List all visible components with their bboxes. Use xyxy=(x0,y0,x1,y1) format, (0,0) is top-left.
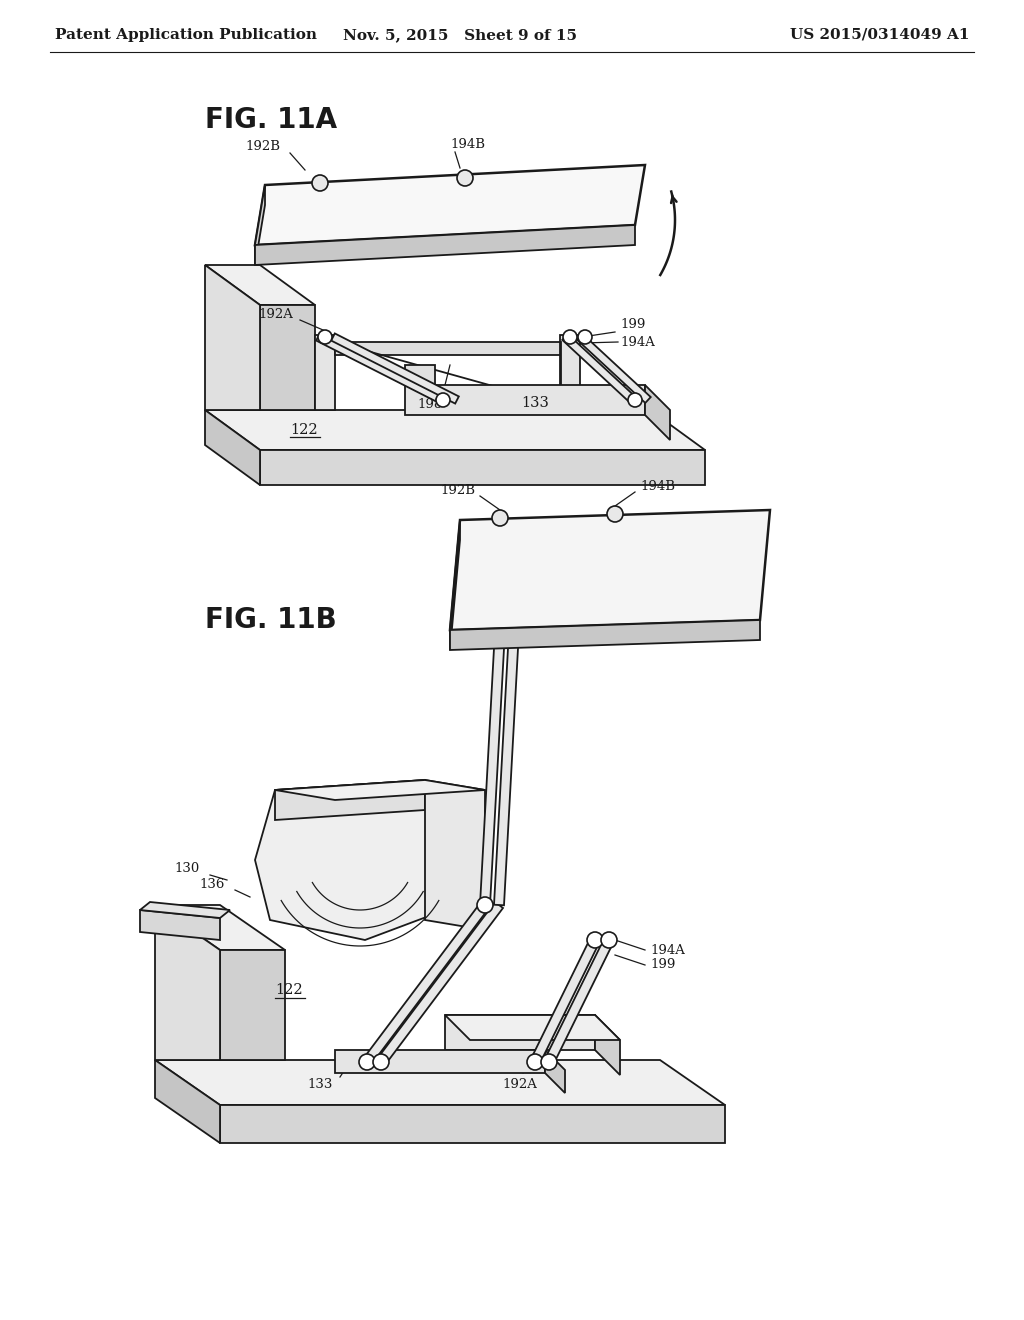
Text: 136: 136 xyxy=(200,879,225,891)
Polygon shape xyxy=(140,902,230,917)
Polygon shape xyxy=(450,520,460,649)
Text: 133: 133 xyxy=(307,1078,333,1092)
Polygon shape xyxy=(406,366,435,385)
Text: 190: 190 xyxy=(636,568,664,582)
Polygon shape xyxy=(315,335,335,411)
Circle shape xyxy=(607,506,623,521)
Polygon shape xyxy=(645,385,670,440)
Polygon shape xyxy=(445,1015,595,1049)
Text: 122: 122 xyxy=(275,983,303,997)
Circle shape xyxy=(601,932,617,948)
Text: 122: 122 xyxy=(290,422,317,437)
Circle shape xyxy=(457,170,473,186)
Circle shape xyxy=(359,1053,375,1071)
Polygon shape xyxy=(255,224,635,265)
Polygon shape xyxy=(260,450,705,484)
Polygon shape xyxy=(220,1105,725,1143)
Polygon shape xyxy=(255,780,455,940)
Text: 133: 133 xyxy=(521,396,549,411)
Polygon shape xyxy=(275,780,485,800)
Circle shape xyxy=(373,1053,389,1071)
Circle shape xyxy=(541,1053,557,1071)
Polygon shape xyxy=(545,937,613,1064)
Text: Patent Application Publication: Patent Application Publication xyxy=(55,28,317,42)
Circle shape xyxy=(436,393,450,407)
Text: 199: 199 xyxy=(620,318,645,331)
Polygon shape xyxy=(205,411,705,450)
Text: 198: 198 xyxy=(418,399,442,412)
Polygon shape xyxy=(255,185,265,265)
Polygon shape xyxy=(155,906,220,1060)
Text: 190: 190 xyxy=(436,209,464,222)
Text: 192A: 192A xyxy=(503,1078,538,1092)
Text: US 2015/0314049 A1: US 2015/0314049 A1 xyxy=(791,28,970,42)
Circle shape xyxy=(492,510,508,525)
Polygon shape xyxy=(545,1049,565,1093)
Polygon shape xyxy=(362,902,489,1065)
Polygon shape xyxy=(220,950,285,1060)
Polygon shape xyxy=(530,937,599,1064)
Polygon shape xyxy=(155,906,285,950)
Polygon shape xyxy=(331,334,459,404)
Polygon shape xyxy=(140,909,220,940)
Text: 192B: 192B xyxy=(245,140,280,153)
Polygon shape xyxy=(445,1015,620,1040)
Polygon shape xyxy=(155,1060,725,1105)
Text: 192B: 192B xyxy=(440,484,475,498)
Polygon shape xyxy=(480,630,505,906)
Circle shape xyxy=(527,1053,543,1071)
Text: Nov. 5, 2015   Sheet 9 of 15: Nov. 5, 2015 Sheet 9 of 15 xyxy=(343,28,577,42)
Circle shape xyxy=(587,932,603,948)
Polygon shape xyxy=(595,1015,620,1074)
Circle shape xyxy=(318,330,332,345)
Circle shape xyxy=(578,330,592,345)
Polygon shape xyxy=(425,780,485,931)
Polygon shape xyxy=(316,334,443,404)
Polygon shape xyxy=(578,334,650,403)
Polygon shape xyxy=(562,334,636,403)
Text: 194B: 194B xyxy=(640,480,675,494)
Polygon shape xyxy=(377,902,503,1065)
Polygon shape xyxy=(205,411,260,484)
Polygon shape xyxy=(260,305,315,411)
Text: 194A: 194A xyxy=(650,944,685,957)
Text: 199: 199 xyxy=(650,958,676,972)
Polygon shape xyxy=(205,265,315,305)
Polygon shape xyxy=(335,342,560,355)
Text: 192A: 192A xyxy=(258,309,293,322)
Circle shape xyxy=(563,330,577,345)
Polygon shape xyxy=(155,1060,220,1143)
Polygon shape xyxy=(406,385,645,414)
Polygon shape xyxy=(560,335,580,411)
Text: 194B: 194B xyxy=(450,139,485,152)
Text: 130: 130 xyxy=(175,862,200,874)
Text: 194A: 194A xyxy=(620,335,655,348)
Text: FIG. 11A: FIG. 11A xyxy=(205,106,337,135)
Polygon shape xyxy=(335,1049,545,1073)
Polygon shape xyxy=(450,620,760,649)
Polygon shape xyxy=(275,780,425,820)
Circle shape xyxy=(628,393,642,407)
Polygon shape xyxy=(205,265,260,411)
Circle shape xyxy=(312,176,328,191)
Circle shape xyxy=(477,898,493,913)
Polygon shape xyxy=(255,165,645,246)
Polygon shape xyxy=(494,630,519,906)
Text: FIG. 11B: FIG. 11B xyxy=(205,606,337,634)
Polygon shape xyxy=(450,510,770,630)
